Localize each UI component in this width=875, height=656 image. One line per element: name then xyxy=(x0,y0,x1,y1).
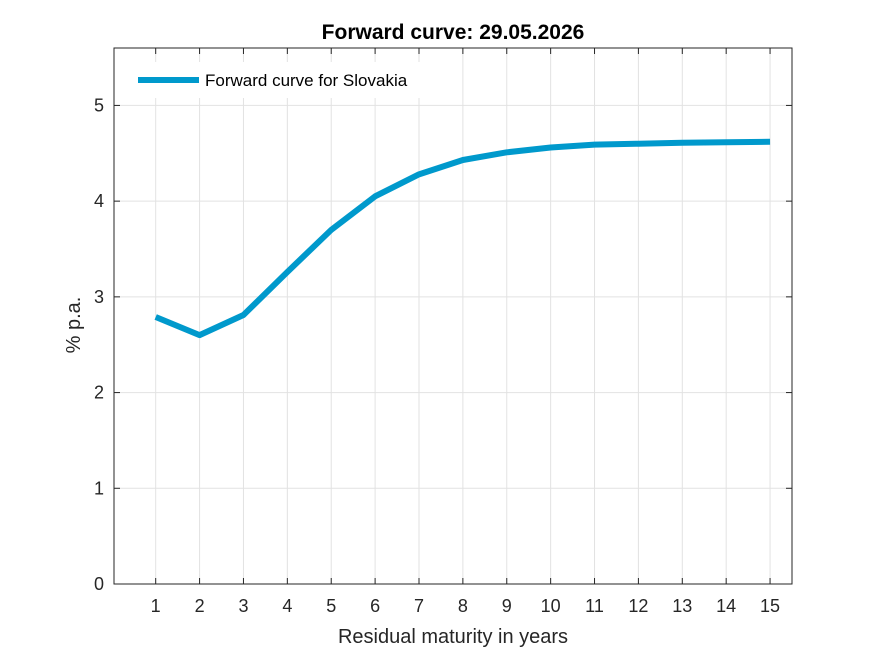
x-tick-label: 10 xyxy=(541,596,561,616)
x-tick-label: 8 xyxy=(458,596,468,616)
x-axis-label: Residual maturity in years xyxy=(338,626,568,648)
x-tick-label: 1 xyxy=(151,596,161,616)
x-tick-label: 5 xyxy=(326,596,336,616)
y-tick-label: 2 xyxy=(94,383,104,403)
x-tick-label: 15 xyxy=(760,596,780,616)
y-tick-label: 5 xyxy=(94,95,104,115)
series-lines xyxy=(154,138,771,339)
y-tick-label: 3 xyxy=(94,287,104,307)
x-tick-label: 9 xyxy=(502,596,512,616)
chart-title: Forward curve: 29.05.2026 xyxy=(322,21,585,44)
x-tick-label: 2 xyxy=(195,596,205,616)
x-axis-tick-labels: 1 2 3 4 5 6 7 8 9 10 11 12 13 14 15 xyxy=(151,596,780,616)
legend-entry: Forward curve for Slovakia xyxy=(205,71,408,90)
x-tick-label: 4 xyxy=(282,596,292,616)
axis-ticks xyxy=(114,48,792,585)
y-tick-label: 1 xyxy=(94,478,104,498)
series-line xyxy=(154,138,771,339)
y-tick-label: 0 xyxy=(94,574,104,594)
x-tick-label: 7 xyxy=(414,596,424,616)
legend: Forward curve for Slovakia xyxy=(124,62,454,98)
x-tick-label: 12 xyxy=(628,596,648,616)
plot-area-frame xyxy=(113,47,793,585)
x-tick-label: 14 xyxy=(716,596,736,616)
y-axis-label: % p.a. xyxy=(63,297,85,354)
y-axis-tick-labels: 0 1 2 3 4 5 xyxy=(94,95,104,594)
x-tick-label: 11 xyxy=(585,596,604,616)
x-tick-label: 6 xyxy=(370,596,380,616)
x-tick-label: 13 xyxy=(672,596,692,616)
y-tick-label: 4 xyxy=(94,191,104,211)
grid xyxy=(114,48,792,585)
x-tick-label: 3 xyxy=(238,596,248,616)
